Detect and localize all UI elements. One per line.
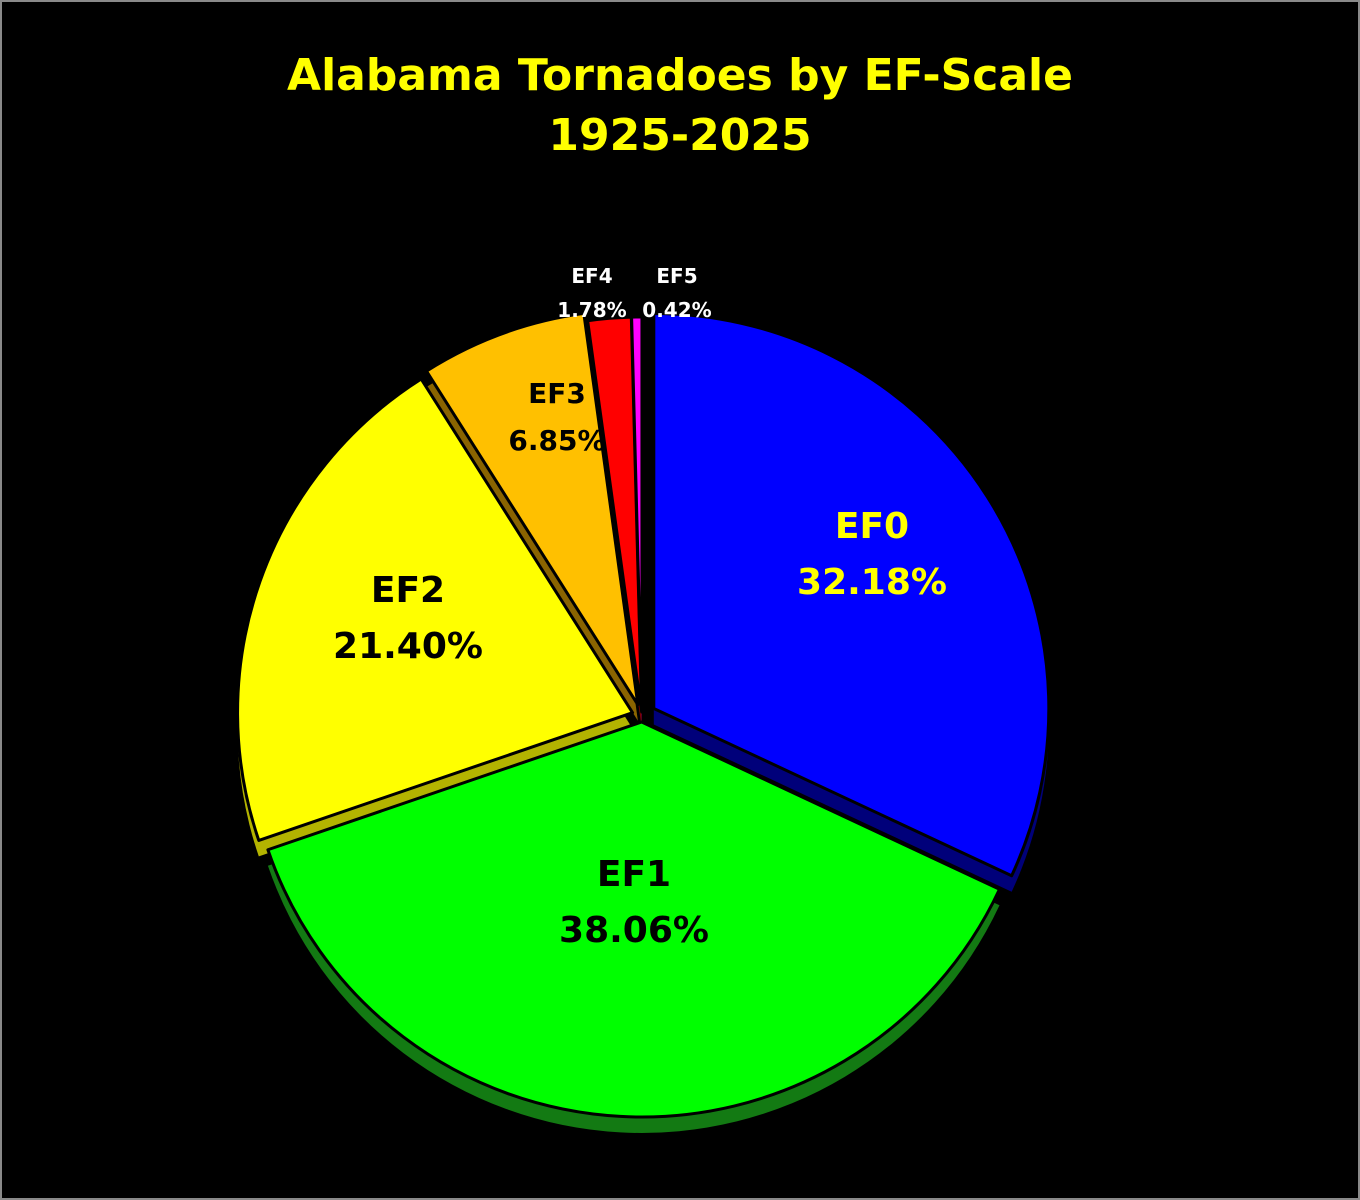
chart-title: Alabama Tornadoes by EF-Scale <box>287 50 1073 101</box>
chart-title-block: Alabama Tornadoes by EF-Scale 1925-2025 <box>0 46 1360 166</box>
slice-label-ef2: EF2 <box>371 570 445 611</box>
pie-slice-ef3 <box>424 311 640 707</box>
slice-label-ef0: EF0 <box>835 506 909 547</box>
slice-label-ef5: EF5 <box>656 264 697 288</box>
slice-label-ef4: EF4 <box>571 264 612 288</box>
slice-value-ef5: 0.42% <box>642 298 711 322</box>
pie-slice-ef1 <box>266 720 1002 1119</box>
slice-value-ef1: 38.06% <box>559 910 709 951</box>
pie-slice-ef2 <box>236 377 635 842</box>
slice-value-ef0: 32.18% <box>797 562 947 603</box>
slice-label-ef1: EF1 <box>597 854 671 895</box>
slice-label-ef3: EF3 <box>528 377 586 410</box>
slice-value-ef3: 6.85% <box>508 424 605 457</box>
pie-slice-ef5 <box>630 315 644 714</box>
slice-value-ef4: 1.78% <box>557 298 626 322</box>
slice-value-ef2: 21.40% <box>333 626 483 667</box>
pie-slice-ef0 <box>652 311 1051 878</box>
chart-subtitle: 1925-2025 <box>548 110 812 161</box>
